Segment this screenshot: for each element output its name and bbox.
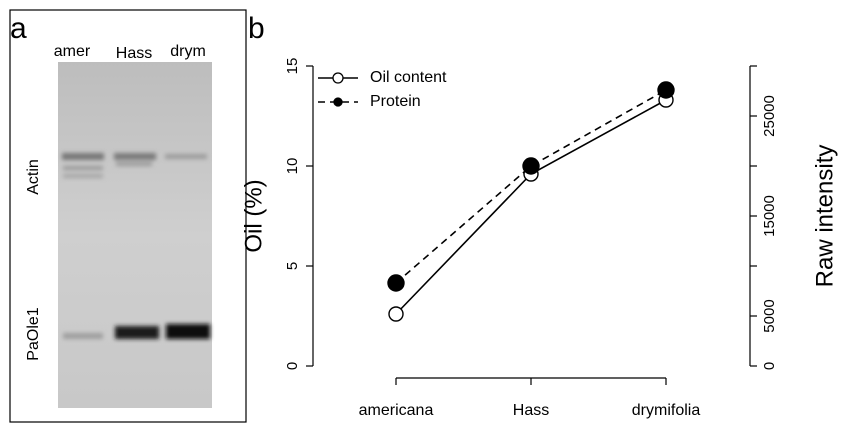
x-tick-label: americana	[359, 402, 434, 419]
band-label: PaOle1	[25, 307, 42, 360]
line-chart: b Oil (%) Raw intensity 0 5 10 15 0 5000 15000…	[240, 12, 838, 419]
y2-tick-label: 0	[761, 362, 778, 370]
band	[63, 174, 103, 178]
data-point	[388, 275, 404, 291]
gel-image	[58, 62, 212, 408]
panel-label: a	[10, 12, 27, 45]
band	[165, 154, 207, 159]
series-line	[396, 90, 666, 283]
y-axis-title: Oil (%)	[240, 179, 267, 252]
lane-label: drym	[170, 43, 206, 60]
band	[114, 153, 156, 160]
band	[166, 324, 210, 339]
band	[115, 326, 159, 339]
lane-label: amer	[54, 43, 91, 60]
figure: a amer Hass drym Actin PaOle1 b Oil (%) …	[0, 0, 853, 425]
y2-tick-label: 15000	[761, 195, 778, 237]
legend-label: Protein	[370, 93, 421, 110]
data-point	[389, 307, 403, 321]
band-label: Actin	[25, 159, 42, 195]
band	[63, 333, 103, 339]
y-tick-label: 10	[284, 158, 301, 175]
data-point	[658, 82, 674, 98]
y-tick-label: 15	[284, 58, 301, 75]
band	[116, 162, 152, 166]
x-tick-label: drymifolia	[632, 402, 701, 419]
gel-panel: a amer Hass drym Actin PaOle1	[10, 10, 246, 422]
legend-marker	[333, 73, 343, 83]
y-tick-label: 5	[284, 262, 301, 270]
legend-marker	[334, 98, 342, 106]
y-tick-label: 0	[284, 362, 301, 370]
y2-tick-label: 5000	[761, 299, 778, 332]
series-line	[396, 100, 666, 314]
y2-axis-title: Raw intensity	[811, 145, 838, 288]
y2-tick-label: 25000	[761, 95, 778, 137]
data-point	[523, 158, 539, 174]
lane-label: Hass	[116, 45, 152, 62]
x-tick-label: Hass	[513, 402, 549, 419]
legend-label: Oil content	[370, 69, 447, 86]
band	[63, 166, 103, 170]
band	[62, 153, 104, 160]
panel-label: b	[248, 12, 265, 45]
